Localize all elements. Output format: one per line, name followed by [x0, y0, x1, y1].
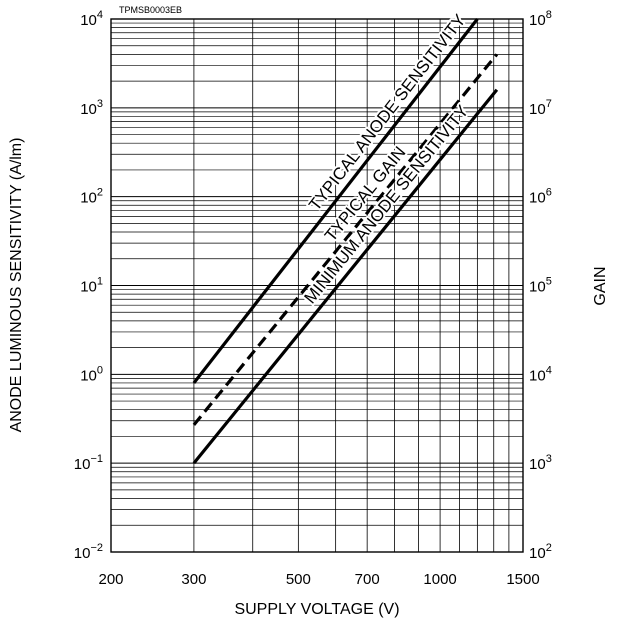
x-tick-label: 300	[181, 571, 206, 588]
left-tick-label: 101	[80, 276, 103, 296]
series-lines	[192, 18, 499, 465]
x-tick-labels: 200 300 500 700 1000 1500	[98, 571, 539, 588]
series-line-3	[192, 88, 499, 465]
left-axis-title: ANODE LUMINOUS SENSITIVITY (A/lm)	[8, 138, 25, 433]
left-tick-label: 10−1	[74, 453, 103, 473]
right-tick-label: 108	[529, 9, 552, 29]
right-tick-label: 102	[529, 542, 552, 562]
plot-frame	[110, 18, 524, 553]
left-tick-label: 102	[80, 187, 103, 207]
series-label-1: TYPICAL ANODE SENSITIVITY	[305, 11, 469, 214]
left-tick-label: 100	[80, 364, 103, 384]
left-tick-label: 10−2	[74, 542, 103, 562]
left-tick-label: 103	[80, 98, 103, 118]
series-line-2	[192, 53, 499, 426]
left-tick-labels: 10−2 10−1 100 101 102 103 104	[74, 9, 103, 562]
x-tick-label: 200	[98, 571, 123, 588]
right-tick-labels: 102 103 104 105 106 107 108	[529, 9, 552, 562]
right-tick-label: 104	[529, 364, 552, 384]
right-tick-label: 107	[529, 98, 552, 118]
right-tick-label: 105	[529, 276, 552, 296]
x-axis-title: SUPPLY VOLTAGE (V)	[234, 601, 399, 618]
chart-code-label: TPMSB0003EB	[119, 5, 182, 15]
x-tick-label: 700	[355, 571, 380, 588]
series-line-1	[192, 18, 479, 384]
right-tick-label: 106	[529, 187, 552, 207]
x-tick-label: 1000	[423, 571, 456, 588]
x-tick-label: 500	[286, 571, 311, 588]
right-tick-label: 103	[529, 453, 552, 473]
right-axis-title: GAIN	[592, 266, 609, 305]
x-tick-label: 1500	[506, 571, 539, 588]
left-tick-label: 104	[80, 9, 103, 29]
